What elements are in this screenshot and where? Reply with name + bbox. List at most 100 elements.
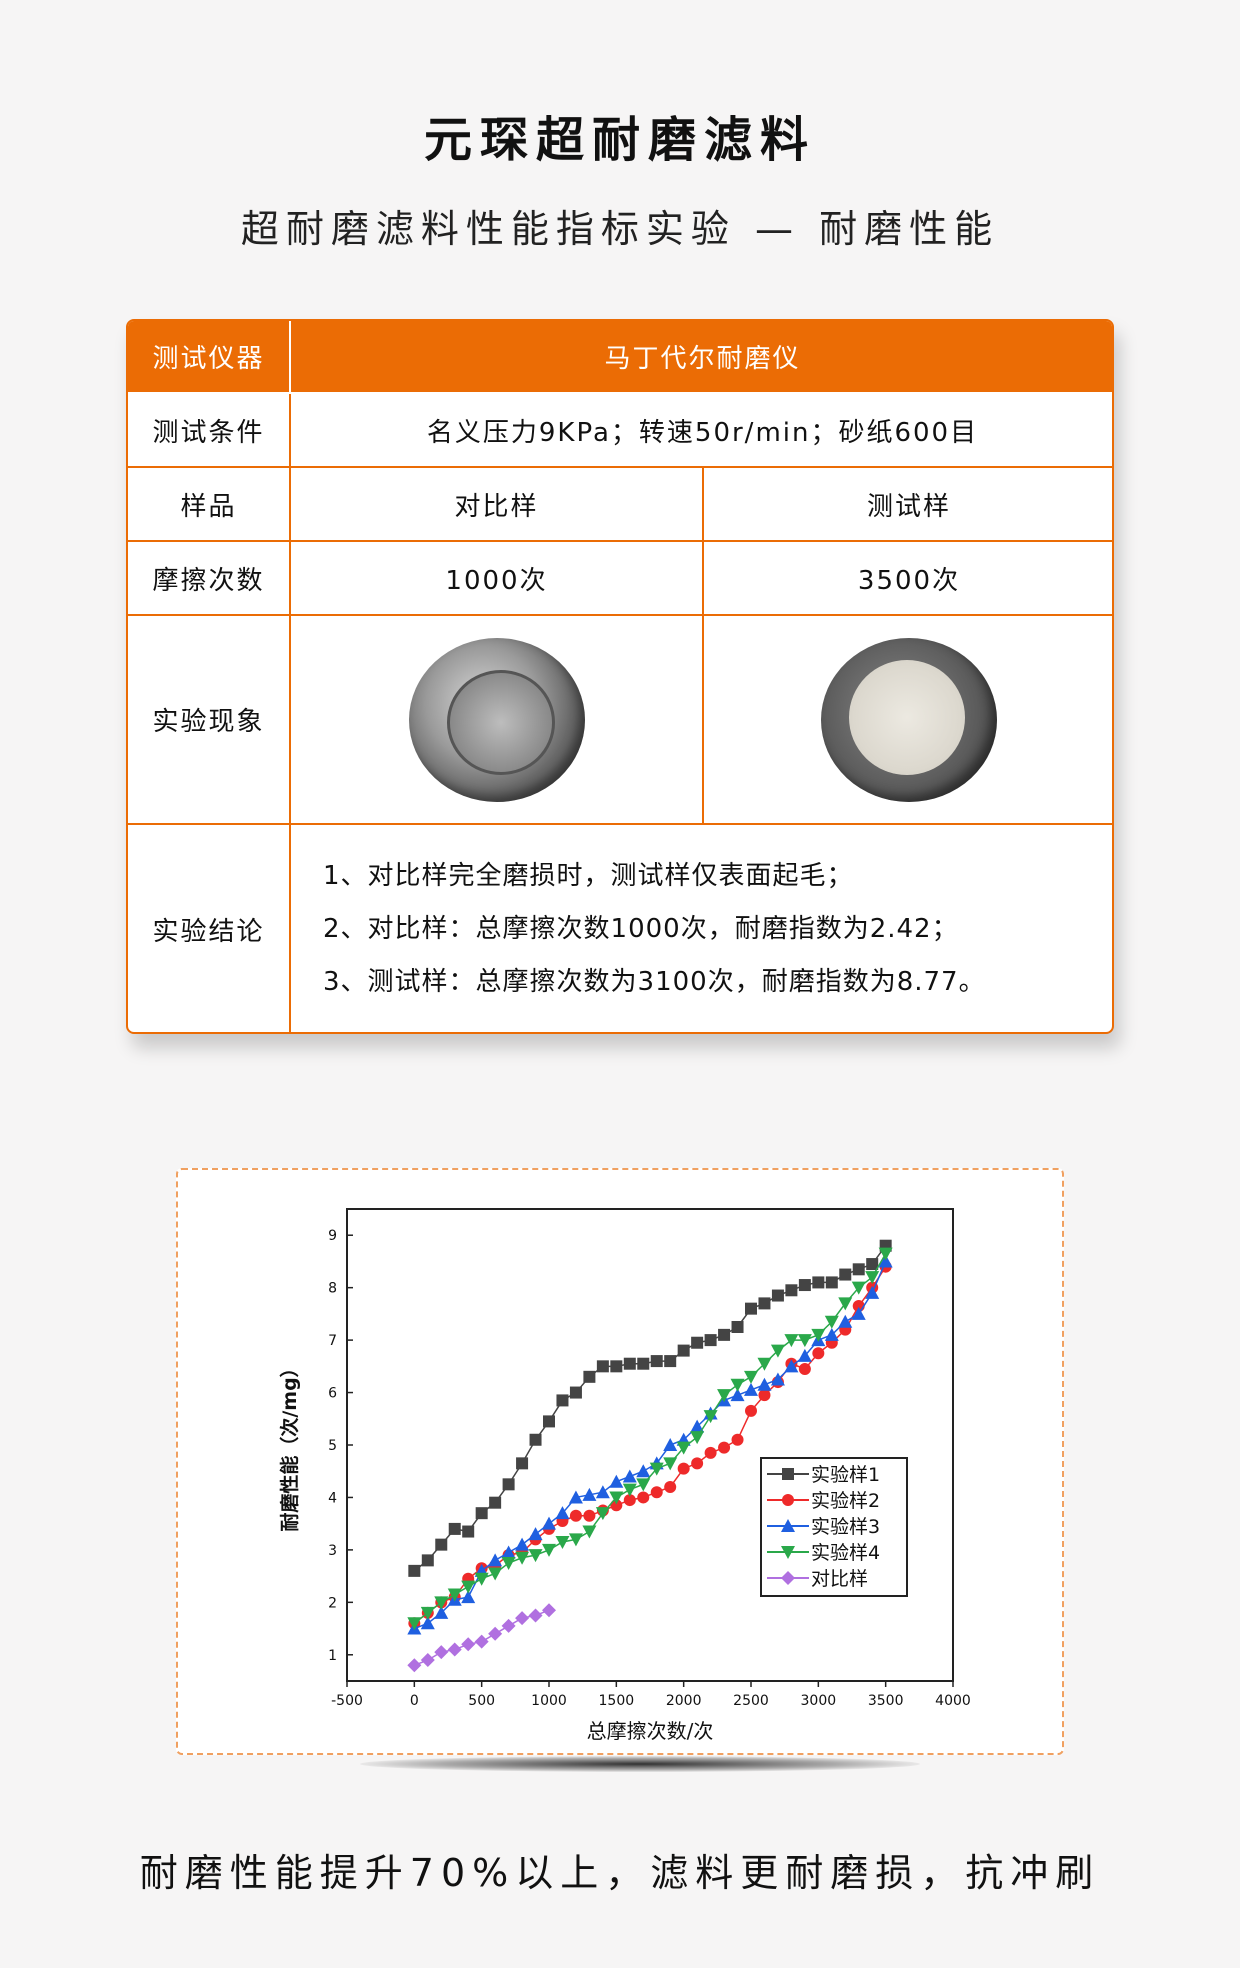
data-point [501,1557,516,1570]
y-tick-label: 9 [328,1228,337,1244]
data-point [649,1462,664,1476]
data-point [744,1370,758,1384]
data-point [745,1404,757,1417]
data-point [407,1617,422,1631]
legend-label: 实验样4 [811,1542,880,1564]
legend-marker [781,1546,795,1559]
data-point [637,1357,650,1370]
x-tick-label: 3000 [801,1693,837,1709]
y-tick-label: 7 [328,1333,337,1349]
data-point [474,1572,489,1586]
x-tick-label: 4000 [935,1693,971,1709]
data-point [770,1344,785,1358]
data-point [798,1279,811,1292]
data-point [461,1580,476,1594]
data-point [408,1564,421,1577]
test-sample-photo [821,637,997,802]
data-point [623,1357,636,1370]
data-point [610,1499,623,1512]
x-tick-label: 2500 [733,1693,769,1709]
data-point [650,1355,663,1368]
data-point [636,1478,651,1492]
page-subtitle: 超耐磨滤料性能指标实验 — 耐磨性能 [240,207,1000,251]
data-point [542,1543,556,1557]
data-point [516,1457,529,1470]
data-point [784,1359,799,1373]
legend-marker [782,1494,794,1506]
data-point [812,1347,825,1360]
data-point [569,1386,582,1399]
data-point [650,1486,663,1499]
data-point [475,1507,488,1520]
data-point [420,1616,435,1630]
data-point [838,1314,853,1328]
data-point [447,1588,462,1602]
condition-label: 测试条件 [128,394,291,468]
data-point [758,1389,771,1402]
data-point [474,1634,489,1649]
data-point [543,1415,555,1428]
x-tick-label: 500 [468,1693,495,1709]
data-point [568,1533,583,1547]
abrasion-chart: 总摩擦次数/次 耐磨性能（次/mg） -500 0 500 1000 1500 2000 2… [278,1208,971,1743]
data-point [435,1538,448,1551]
phenomenon-label: 实验现象 [128,616,291,825]
data-point [488,1626,503,1641]
data-point [489,1496,502,1509]
data-point [745,1302,757,1315]
rub-label: 摩擦次数 [128,542,291,616]
data-point [757,1357,772,1371]
data-point [583,1509,596,1522]
data-point [757,1377,772,1391]
data-point [609,1491,624,1505]
data-point [824,1327,839,1341]
data-point [569,1509,582,1522]
sample-label: 样品 [128,468,291,542]
data-point [676,1441,691,1455]
conclusion-item: 1、对比样完全磨损时，测试样仅表面起毛； [323,861,854,891]
x-tick-label: -500 [331,1693,363,1709]
data-point [596,1360,609,1373]
data-point [730,1378,745,1392]
data-point [582,1525,597,1539]
data-point [462,1525,475,1538]
x-tick-label: 2000 [666,1693,702,1709]
rub-control: 1000次 [291,542,704,616]
data-point [434,1605,449,1619]
data-point [664,1355,677,1368]
data-point [731,1321,744,1333]
x-tick-label: 1500 [599,1693,635,1709]
data-point [811,1328,826,1342]
sample-test: 测试样 [704,468,1112,542]
x-tick-label: 3500 [868,1693,904,1709]
legend-marker [781,1571,795,1585]
data-point [758,1297,771,1310]
data-point [583,1370,596,1383]
data-point [528,1527,543,1541]
data-point [691,1336,704,1349]
data-point [771,1289,784,1302]
y-axis-label: 耐磨性能（次/mg） [278,1358,301,1531]
condition-value: 名义压力9KPa；转速50r/min；砂纸600目 [291,394,1112,468]
data-point [825,1276,838,1289]
data-point [636,1464,651,1478]
data-point [744,1382,758,1396]
data-point [797,1334,812,1348]
y-tick-label: 3 [328,1543,337,1559]
data-point [852,1263,865,1276]
legend-label: 对比样 [811,1568,868,1590]
x-tick-label: 0 [410,1693,419,1709]
data-point [434,1645,449,1660]
data-point [582,1487,597,1501]
data-point [515,1537,530,1551]
data-point [770,1372,785,1386]
test-results-table: 测试仪器 马丁代尔耐磨仪 测试条件 名义压力9KPa；转速50r/min；砂纸6… [126,319,1114,1034]
data-point [851,1306,866,1320]
data-point [434,1596,449,1610]
control-sample-photo-cell [291,616,704,825]
test-sample-photo-cell [704,616,1112,825]
data-point [502,1478,515,1491]
data-point [784,1334,799,1348]
x-tick-label: 1000 [531,1693,567,1709]
data-point [865,1285,880,1299]
